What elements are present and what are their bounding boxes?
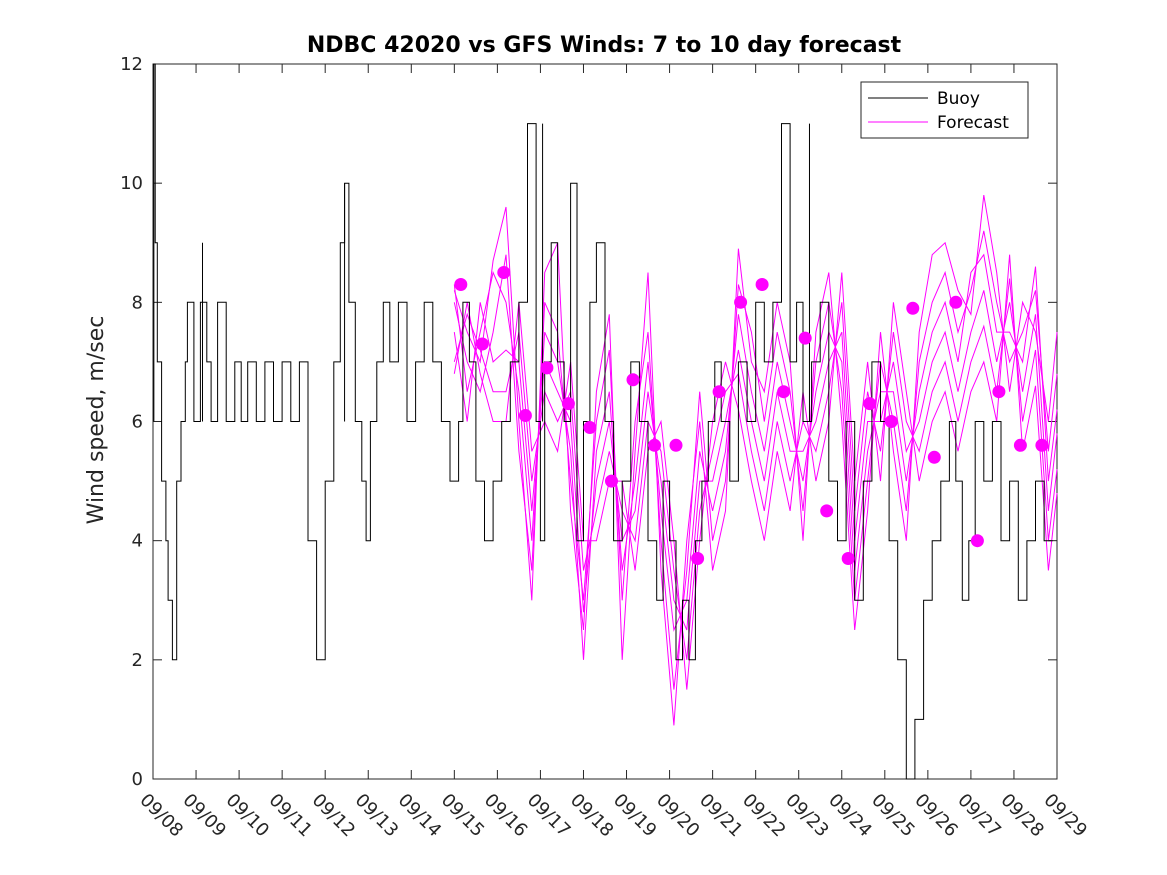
y-tick-label: 2 (132, 650, 143, 671)
y-tick-label: 8 (132, 292, 143, 313)
forecast-marker (454, 278, 468, 291)
buoy-series (153, 63, 1053, 780)
forecast-marker (884, 415, 898, 428)
y-tick-label: 4 (132, 531, 143, 552)
forecast-marker (798, 331, 812, 345)
forecast-marker (927, 450, 941, 464)
forecast-marker (626, 373, 640, 387)
forecast-marker (475, 337, 489, 351)
legend-forecast-label: Forecast (937, 113, 1009, 133)
forecast-marker (605, 474, 618, 488)
forecast-marker (949, 295, 963, 309)
forecast-marker (777, 385, 791, 399)
y-tick-label: 12 (120, 54, 143, 75)
forecast-member-line (453, 230, 1058, 690)
legend: Buoy Forecast (860, 81, 1029, 139)
y-tick-label: 6 (132, 412, 143, 433)
buoy-step-line (153, 63, 1053, 780)
y-tick-label: 0 (132, 769, 143, 790)
forecast-marker (841, 552, 855, 565)
chart-title: NDBC 42020 vs GFS Winds: 7 to 10 day for… (307, 33, 902, 58)
forecast-marker (1013, 438, 1027, 452)
forecast-marker (561, 397, 575, 411)
forecast-series (453, 195, 1058, 726)
forecast-marker (669, 438, 683, 452)
forecast-marker (734, 295, 748, 309)
legend-buoy-label: Buoy (937, 89, 980, 109)
forecast-marker (970, 534, 984, 548)
forecast-marker (518, 409, 532, 422)
forecast-member-line (453, 253, 1058, 660)
y-axis-title: Wind speed, m/sec (84, 316, 109, 525)
forecast-marker (691, 552, 705, 565)
legend-box (860, 81, 1029, 139)
forecast-marker (583, 421, 597, 434)
forecast-marker (648, 438, 661, 452)
forecast-markers (454, 266, 1049, 565)
forecast-member-line (453, 278, 1058, 660)
forecast-marker (992, 385, 1006, 399)
forecast-marker (540, 361, 554, 375)
y-tick-label: 10 (120, 173, 143, 194)
forecast-marker (1035, 438, 1049, 452)
forecast-marker (497, 266, 511, 279)
forecast-member-line (453, 290, 1058, 631)
forecast-marker (712, 385, 726, 399)
forecast-marker (820, 504, 834, 518)
forecast-marker (755, 278, 769, 291)
forecast-member-line (453, 254, 1058, 690)
forecast-marker (863, 397, 877, 411)
forecast-marker (906, 301, 920, 315)
